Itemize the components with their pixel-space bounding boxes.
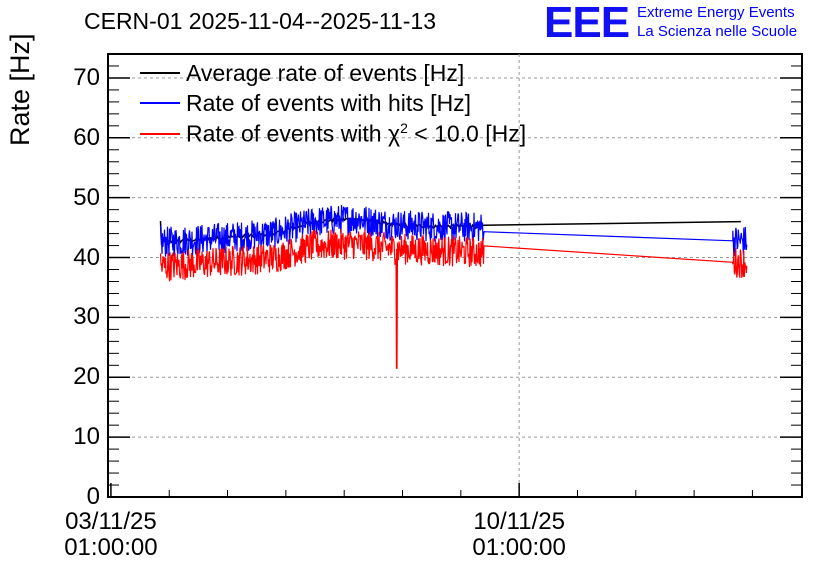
legend-label-hits: Rate of events with hits [Hz]: [186, 89, 472, 116]
logo-line-1: Extreme Energy Events: [637, 4, 795, 21]
y-tick-label: 50: [73, 183, 100, 211]
x-tick-time: 01:00:00: [64, 534, 158, 561]
y-tick-label: 40: [73, 243, 100, 271]
series-line-hits: [159, 205, 748, 259]
legend-chi2-sup: 2: [400, 120, 408, 137]
legend-entry-chi2: Rate of events with χ2 < 10.0 [Hz]: [140, 119, 526, 149]
legend-entry-hits: Rate of events with hits [Hz]: [140, 88, 471, 118]
legend-swatch-chi2: [140, 133, 180, 135]
eee-logo-text: Extreme Energy Events La Scienza nelle S…: [637, 3, 797, 41]
series-line-chi2: [159, 228, 748, 369]
plot-frame: [107, 53, 803, 498]
logo-line-2: La Scienza nelle Scuole: [637, 23, 798, 40]
y-tick-label: 0: [86, 483, 100, 510]
y-tick-label: 20: [73, 363, 100, 391]
y-axis-label: Rate [Hz]: [5, 33, 35, 146]
x-tick-date: 03/11/25: [65, 508, 157, 535]
x-tick-label: 10/11/25 01:00:00: [464, 509, 574, 561]
chart-title: CERN-01 2025-11-04--2025-11-13: [84, 8, 437, 34]
eee-logo: EEE: [544, 0, 630, 47]
legend-swatch-hits: [140, 102, 180, 104]
legend-label-chi2: Rate of events with χ2 < 10.0 [Hz]: [186, 120, 526, 148]
legend-label-average: Average rate of events [Hz]: [186, 59, 465, 86]
x-tick-time: 01:00:00: [472, 534, 566, 561]
x-tick-label: 03/11/25 01:00:00: [56, 509, 166, 561]
legend-entry-average: Average rate of events [Hz]: [140, 58, 464, 88]
legend-chi2-symbol: χ: [388, 120, 401, 147]
y-tick-label: 10: [73, 423, 100, 451]
y-tick-label: 60: [73, 123, 100, 151]
legend-chi2-suffix: < 10.0 [Hz]: [407, 120, 527, 147]
legend-swatch-average: [140, 72, 180, 74]
legend-chi2-prefix: Rate of events with: [186, 120, 388, 147]
y-tick-label: 30: [73, 303, 100, 331]
x-tick-date: 10/11/25: [473, 508, 565, 535]
y-tick-label: 70: [73, 63, 100, 91]
